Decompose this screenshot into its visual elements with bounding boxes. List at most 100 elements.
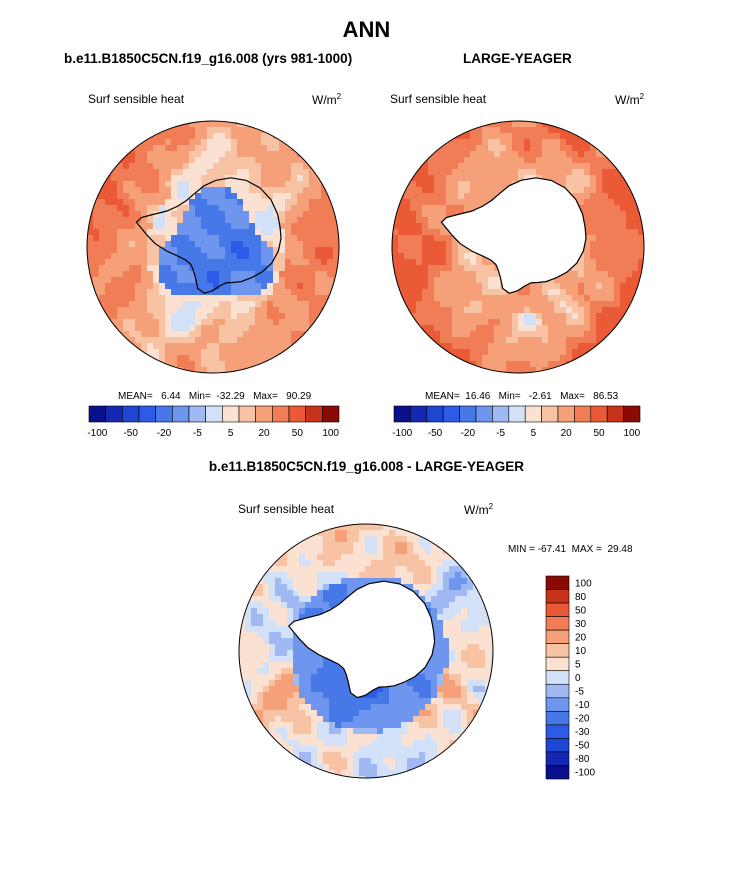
map-cell xyxy=(410,199,417,206)
map-cell xyxy=(365,710,372,717)
map-cell xyxy=(267,271,274,278)
map-cell xyxy=(626,205,633,212)
map-cell xyxy=(225,343,232,350)
map-cell xyxy=(297,127,304,134)
map-cell xyxy=(431,590,438,597)
map-cell xyxy=(243,283,250,290)
map-cell xyxy=(287,680,294,687)
map-cell xyxy=(123,181,130,188)
map-cell xyxy=(129,301,136,308)
map-cell xyxy=(237,127,244,134)
map-cell xyxy=(407,584,414,591)
map-cell xyxy=(419,524,426,531)
map-cell xyxy=(329,560,336,567)
map-cell xyxy=(183,169,190,176)
map-cell xyxy=(279,283,286,290)
map-cell xyxy=(171,247,178,254)
map-cell xyxy=(512,337,519,344)
map-cell xyxy=(207,253,214,260)
map-cell xyxy=(329,590,336,597)
map-cell xyxy=(231,163,238,170)
map-cell xyxy=(536,331,543,338)
map-cell xyxy=(311,542,318,549)
map-cell xyxy=(572,277,579,284)
map-cell xyxy=(177,211,184,218)
map-cell xyxy=(488,187,495,194)
map-cell xyxy=(530,331,537,338)
map-cell xyxy=(452,259,459,266)
map-cell xyxy=(261,313,268,320)
map-cell xyxy=(500,295,507,302)
map-cell xyxy=(207,223,214,230)
map-cell xyxy=(437,578,444,585)
map-cell xyxy=(257,542,264,549)
map-cell xyxy=(123,133,130,140)
map-cell xyxy=(566,355,573,362)
map-cell xyxy=(431,620,438,627)
map-cell xyxy=(485,542,492,549)
map-cell xyxy=(189,307,196,314)
map-cell xyxy=(638,139,644,146)
map-cell xyxy=(135,307,142,314)
map-cell xyxy=(620,289,627,296)
map-cell xyxy=(293,578,300,585)
map-cell xyxy=(251,590,258,597)
map-cell xyxy=(389,542,396,549)
map-cell xyxy=(341,560,348,567)
map-cell xyxy=(263,590,270,597)
map-cell xyxy=(231,313,238,320)
map-cell xyxy=(620,157,627,164)
map-cell xyxy=(401,686,408,693)
map-cell xyxy=(377,704,384,711)
map-cell xyxy=(389,524,396,531)
map-cell xyxy=(297,223,304,230)
map-cell xyxy=(614,361,621,368)
map-cell xyxy=(602,331,609,338)
map-cell xyxy=(195,193,202,200)
map-cell xyxy=(213,169,220,176)
map-cell xyxy=(467,608,474,615)
map-cell xyxy=(467,638,474,645)
map-cell xyxy=(135,187,142,194)
map-cell xyxy=(398,313,405,320)
map-cell xyxy=(467,644,474,651)
map-cell xyxy=(231,337,238,344)
map-cell xyxy=(147,223,154,230)
map-cell xyxy=(353,560,360,567)
map-cell xyxy=(207,331,214,338)
map-cell xyxy=(201,331,208,338)
map-cell xyxy=(413,536,420,543)
map-cell xyxy=(548,289,555,296)
map-cell xyxy=(275,644,282,651)
map-cell xyxy=(584,157,591,164)
map-cell xyxy=(87,229,94,236)
map-cell xyxy=(452,361,459,368)
map-cell xyxy=(383,554,390,561)
map-cell xyxy=(231,331,238,338)
map-cell xyxy=(638,367,644,373)
map-cell xyxy=(333,295,339,302)
map-cell xyxy=(410,229,417,236)
map-cell xyxy=(494,325,501,332)
map-cell xyxy=(195,313,202,320)
map-cell xyxy=(117,367,124,373)
map-cell xyxy=(524,343,531,350)
map-cell xyxy=(335,548,342,555)
map-cell xyxy=(291,301,298,308)
map-cell xyxy=(437,632,444,639)
map-cell xyxy=(578,277,585,284)
map-cell xyxy=(159,169,166,176)
map-cell xyxy=(470,313,477,320)
map-cell xyxy=(177,139,184,146)
map-cell xyxy=(461,632,468,639)
map-cell xyxy=(392,247,399,254)
map-cell xyxy=(93,283,100,290)
map-cell xyxy=(614,265,621,272)
map-cell xyxy=(141,127,148,134)
map-cell xyxy=(638,235,644,242)
map-cell xyxy=(141,325,148,332)
map-cell xyxy=(470,277,477,284)
map-cell xyxy=(596,295,603,302)
map-cell xyxy=(147,343,154,350)
map-cell xyxy=(329,716,336,723)
